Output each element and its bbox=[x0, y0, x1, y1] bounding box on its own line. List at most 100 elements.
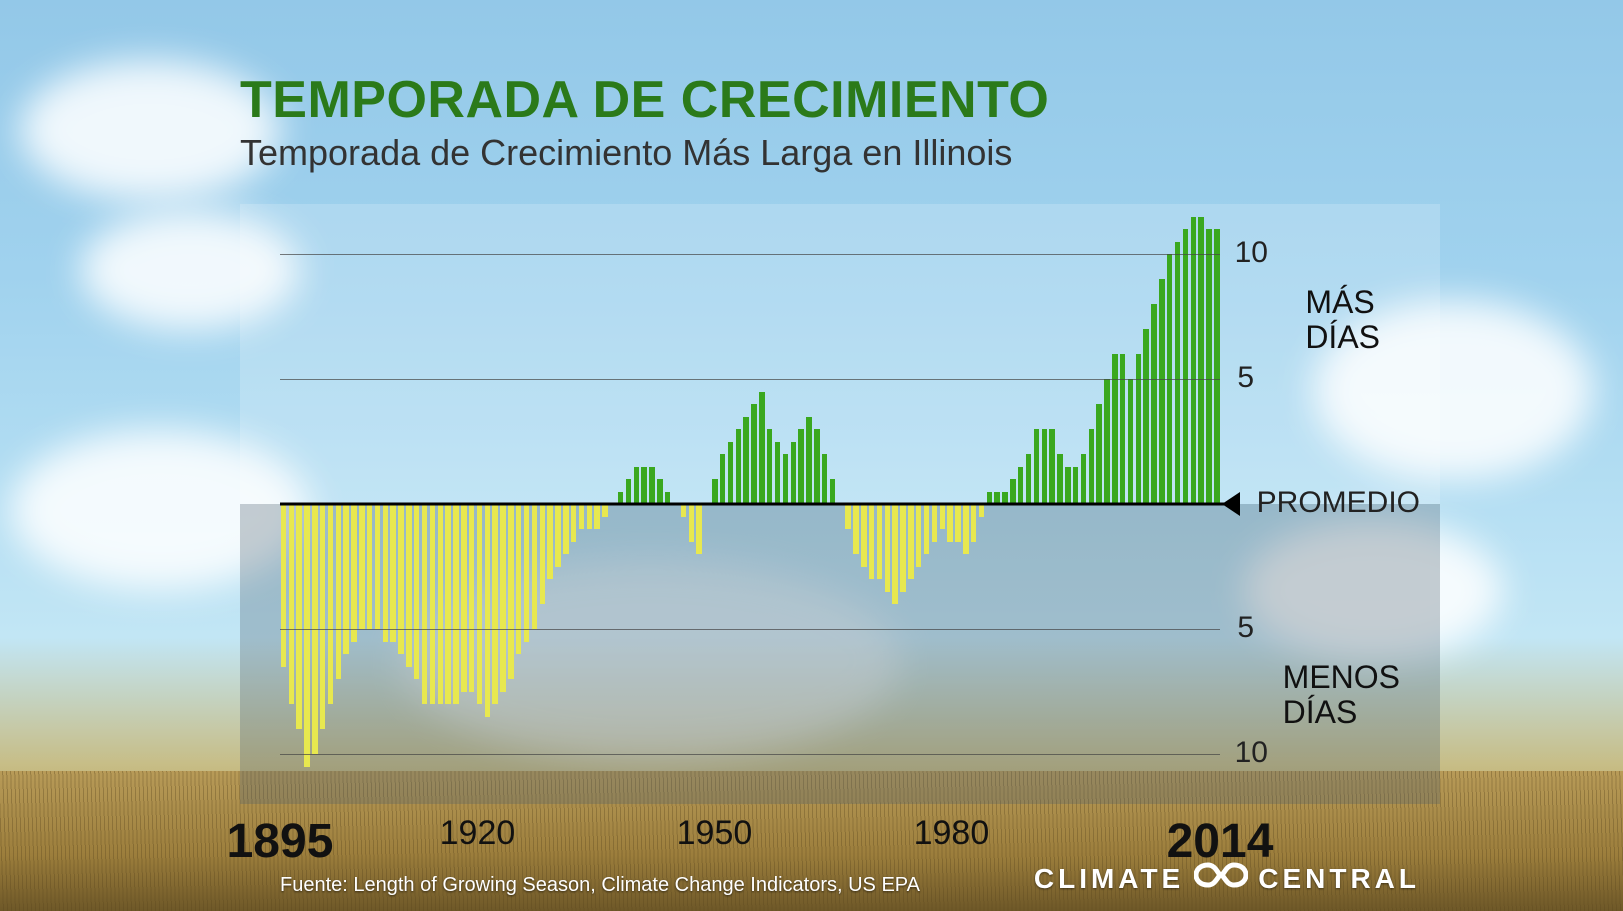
bar bbox=[1104, 379, 1109, 504]
bar bbox=[414, 504, 419, 679]
ytick-5-up: 5 bbox=[1237, 361, 1254, 395]
bar bbox=[343, 504, 348, 654]
bar bbox=[869, 504, 874, 579]
bar bbox=[555, 504, 560, 567]
bar bbox=[602, 504, 607, 517]
bar bbox=[1034, 429, 1039, 504]
gridline bbox=[280, 379, 1220, 380]
ylabel-lower: MENOS DÍAS bbox=[1283, 660, 1400, 730]
bar bbox=[1198, 217, 1203, 505]
bar bbox=[485, 504, 490, 717]
bar bbox=[320, 504, 325, 729]
bar bbox=[351, 504, 356, 642]
bar bbox=[877, 504, 882, 579]
bar bbox=[681, 504, 686, 517]
bar bbox=[845, 504, 850, 529]
bar bbox=[587, 504, 592, 529]
bar bbox=[822, 454, 827, 504]
bar bbox=[281, 504, 286, 667]
bar bbox=[1112, 354, 1117, 504]
bar bbox=[1049, 429, 1054, 504]
bar bbox=[1183, 229, 1188, 504]
bar bbox=[532, 504, 537, 629]
brand-right: CENTRAL bbox=[1258, 863, 1420, 895]
bar bbox=[398, 504, 403, 654]
bar bbox=[1010, 479, 1015, 504]
bar bbox=[445, 504, 450, 704]
bar bbox=[461, 504, 466, 692]
bar bbox=[830, 479, 835, 504]
bar bbox=[1057, 454, 1062, 504]
bar bbox=[924, 504, 929, 554]
ylabel-upper: MÁS DÍAS bbox=[1305, 285, 1380, 355]
bar bbox=[328, 504, 333, 704]
bar bbox=[1214, 229, 1219, 504]
bar bbox=[626, 479, 631, 504]
bar bbox=[516, 504, 521, 654]
bar bbox=[1089, 429, 1094, 504]
bar bbox=[712, 479, 717, 504]
bar bbox=[1128, 379, 1133, 504]
bar bbox=[1159, 279, 1164, 504]
brand-infinity-icon bbox=[1194, 860, 1248, 897]
bar bbox=[579, 504, 584, 529]
xlabel: 1895 bbox=[227, 814, 334, 869]
bar bbox=[696, 504, 701, 554]
bar bbox=[469, 504, 474, 692]
bar bbox=[390, 504, 395, 642]
gridline bbox=[280, 629, 1220, 630]
bar bbox=[728, 442, 733, 505]
bar bbox=[1018, 467, 1023, 505]
bar bbox=[885, 504, 890, 592]
bar bbox=[908, 504, 913, 579]
brand-left: CLIMATE bbox=[1034, 863, 1184, 895]
bar bbox=[634, 467, 639, 505]
bar bbox=[500, 504, 505, 692]
gridline bbox=[280, 254, 1220, 255]
xlabel: 1980 bbox=[914, 814, 990, 853]
bar bbox=[916, 504, 921, 567]
xlabel: 1920 bbox=[440, 814, 516, 853]
bar bbox=[367, 504, 372, 629]
bar bbox=[940, 504, 945, 529]
bar bbox=[304, 504, 309, 767]
subtitle: Temporada de Crecimiento Más Larga en Il… bbox=[240, 132, 1440, 174]
bar bbox=[375, 504, 380, 629]
bar bbox=[1042, 429, 1047, 504]
bar bbox=[296, 504, 301, 729]
bar bbox=[289, 504, 294, 704]
bar bbox=[861, 504, 866, 567]
bar bbox=[406, 504, 411, 667]
bar bbox=[853, 504, 858, 554]
bar bbox=[1096, 404, 1101, 504]
bar bbox=[540, 504, 545, 604]
chart-panel: 10 5 5 10 MÁS DÍAS MENOS DÍAS PROMEDIO 1… bbox=[240, 204, 1440, 804]
brand-logo: CLIMATE CENTRAL bbox=[1034, 860, 1420, 897]
bar bbox=[649, 467, 654, 505]
bar bbox=[422, 504, 427, 704]
bar bbox=[1175, 242, 1180, 505]
bar bbox=[571, 504, 576, 542]
bar bbox=[1191, 217, 1196, 505]
bar bbox=[900, 504, 905, 592]
bar bbox=[438, 504, 443, 704]
bar bbox=[1143, 329, 1148, 504]
baseline-arrow-icon bbox=[1222, 492, 1240, 516]
bar bbox=[759, 392, 764, 505]
baseline bbox=[280, 503, 1240, 506]
bar bbox=[963, 504, 968, 554]
bar bbox=[1081, 454, 1086, 504]
bar bbox=[932, 504, 937, 542]
bar bbox=[783, 454, 788, 504]
ytick-5-down: 5 bbox=[1237, 611, 1254, 645]
bar bbox=[492, 504, 497, 704]
bar bbox=[751, 404, 756, 504]
bar bbox=[1120, 354, 1125, 504]
infographic-container: TEMPORADA DE CRECIMIENTO Temporada de Cr… bbox=[240, 70, 1440, 804]
bar bbox=[689, 504, 694, 542]
bar bbox=[594, 504, 599, 529]
bar bbox=[955, 504, 960, 542]
bar bbox=[477, 504, 482, 704]
bar bbox=[336, 504, 341, 679]
bar bbox=[383, 504, 388, 642]
